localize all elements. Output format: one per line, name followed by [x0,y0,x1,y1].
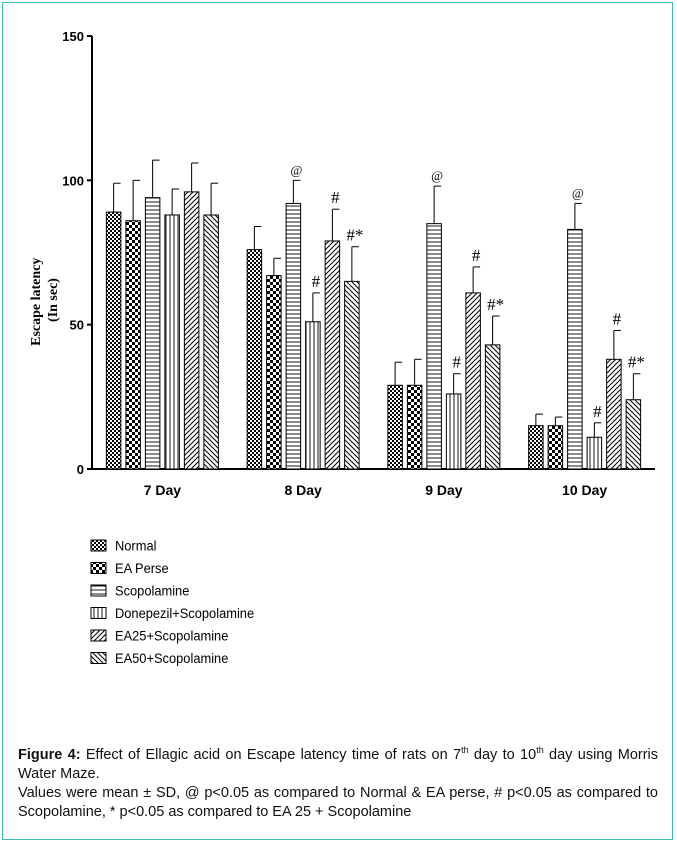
bar [586,436,603,470]
bar [246,249,263,470]
bar [445,393,462,470]
legend-label: Scopolamine [115,583,189,599]
bar [144,197,161,470]
bar [203,214,219,470]
y-tick-label: 150 [62,29,84,44]
bar [484,344,501,470]
y-tick-label: 50 [70,318,84,333]
significance-mark: @ [431,168,443,183]
bar [528,425,544,470]
x-category-label: 10 Day [562,482,607,498]
significance-mark: # [472,246,481,265]
bar [606,358,622,470]
bar [387,384,403,470]
bar [344,280,360,470]
x-category-label: 9 Day [425,482,463,498]
y-axis-title: Escape latency (In sec) [29,254,61,346]
legend-label: EA Perse [115,561,169,577]
legend-swatch [90,562,107,574]
bar [105,211,122,470]
significance-mark: #* [346,226,363,245]
bar [266,275,282,470]
bar-marks: @ # # #* @ # # #* @ # # #* [105,159,645,470]
x-axis-categories: 7 Day 8 Day 9 Day 10 Day [144,482,608,498]
y-tick-label: 100 [62,173,84,188]
legend-label: EA25+Scopolamine [115,628,228,644]
bar [426,223,442,470]
legend-swatch [90,584,107,597]
y-axis-ticks: 0 50 100 150 [62,29,92,477]
bar [567,228,583,470]
significance-mark: #* [628,353,645,372]
bar [465,292,481,470]
significance-mark: # [331,188,340,207]
x-category-label: 8 Day [284,482,322,498]
legend: Normal EA Perse Scopolamine Donepezil+Scopo… [90,538,254,667]
significance-mark: @ [572,185,584,200]
caption-title: Figure 4: Effect of Ellagic acid on Esca… [18,745,659,782]
bar [406,384,423,470]
bar [324,240,341,470]
legend-swatch [90,539,107,552]
significance-mark: # [452,353,461,372]
legend-label: EA50+Scopolamine [115,651,228,667]
bar [305,321,321,470]
figure-caption: Figure 4: Effect of Ellagic acid on Esca… [18,746,658,822]
bar-chart: Escape latency (In sec) 0 50 100 150 7 Day 8… [29,29,655,667]
significance-mark: # [312,272,321,291]
significance-mark: @ [290,162,302,177]
y-tick-label: 0 [77,462,84,477]
legend-swatch [90,652,107,664]
legend-label: Donepezil+Scopolamine [115,606,254,622]
bar [125,220,141,470]
x-category-label: 7 Day [144,482,182,498]
legend-label: Normal [115,538,156,554]
bar [183,191,200,470]
significance-mark: # [613,309,622,328]
significance-mark: #* [487,295,504,314]
caption-note: Values were mean ± SD, @ p<0.05 as compa… [18,785,658,820]
legend-swatch [90,629,107,642]
significance-mark: # [593,402,602,421]
legend-swatch [90,607,107,619]
bar [164,214,180,470]
figure-label: Figure 4: [18,747,81,763]
bar [285,202,302,470]
bar [625,399,642,470]
bar [547,425,564,470]
